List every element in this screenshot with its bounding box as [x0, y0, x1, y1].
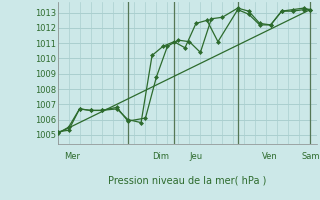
Text: Dim: Dim — [152, 152, 169, 161]
Text: Pression niveau de la mer( hPa ): Pression niveau de la mer( hPa ) — [108, 175, 266, 185]
Text: Ven: Ven — [262, 152, 278, 161]
Text: Jeu: Jeu — [189, 152, 203, 161]
Text: Sam: Sam — [301, 152, 320, 161]
Text: Mer: Mer — [64, 152, 80, 161]
